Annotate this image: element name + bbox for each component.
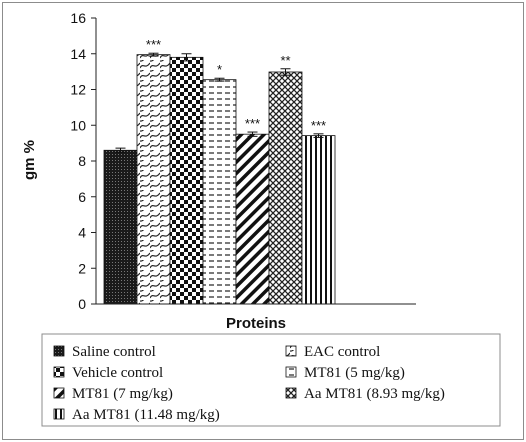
error-bar bbox=[280, 68, 291, 76]
error-bar bbox=[214, 77, 225, 82]
bar bbox=[301, 135, 336, 305]
significance-label: *** bbox=[146, 37, 161, 52]
significance-label: ** bbox=[280, 53, 290, 68]
error-bar bbox=[148, 52, 159, 57]
y-tick-label: 6 bbox=[78, 189, 86, 205]
bar bbox=[235, 133, 270, 305]
error-bar bbox=[313, 133, 324, 138]
significance-label: *** bbox=[245, 116, 260, 131]
error-bar bbox=[181, 53, 192, 62]
error-bar bbox=[115, 147, 126, 153]
significance-label: * bbox=[217, 62, 222, 77]
legend-swatch bbox=[285, 387, 297, 399]
y-axis-title: gm % bbox=[21, 140, 38, 180]
bar bbox=[136, 54, 171, 305]
y-tick-label: 4 bbox=[78, 225, 86, 241]
y-tick-label: 14 bbox=[70, 46, 86, 62]
legend-swatch bbox=[53, 366, 65, 378]
legend: Saline control EAC control Vehicle control… bbox=[53, 344, 445, 423]
legend-label: Aa MT81 (11.48 mg/kg) bbox=[72, 407, 220, 423]
bar bbox=[202, 79, 237, 305]
legend-swatch bbox=[53, 387, 65, 399]
bar bbox=[268, 71, 303, 305]
bar bbox=[103, 149, 138, 305]
x-axis-title: Proteins bbox=[226, 315, 286, 332]
legend-swatch bbox=[285, 345, 297, 357]
y-axis-ticks: 0 2 4 6 8 10 12 14 16 bbox=[70, 10, 96, 312]
legend-label: Vehicle control bbox=[72, 365, 163, 381]
legend-swatch bbox=[285, 366, 297, 378]
legend-label: Saline control bbox=[72, 344, 156, 360]
legend-box bbox=[41, 333, 501, 427]
y-tick-label: 8 bbox=[78, 153, 86, 169]
y-tick-label: 12 bbox=[70, 82, 86, 98]
y-tick-label: 16 bbox=[70, 10, 86, 26]
legend-label: EAC control bbox=[304, 344, 380, 360]
legend-label: Aa MT81 (8.93 mg/kg) bbox=[304, 386, 445, 402]
legend-label: MT81 (5 mg/kg) bbox=[304, 365, 405, 381]
bars-group: ************ bbox=[103, 37, 336, 305]
error-bar bbox=[247, 131, 258, 137]
legend-swatch bbox=[53, 408, 65, 420]
y-tick-label: 2 bbox=[78, 260, 86, 276]
significance-label: *** bbox=[311, 118, 326, 133]
legend-swatch bbox=[53, 345, 65, 357]
bar bbox=[169, 56, 204, 305]
legend-label: MT81 (7 mg/kg) bbox=[72, 386, 173, 402]
y-tick-label: 10 bbox=[70, 117, 86, 133]
y-tick-label: 0 bbox=[78, 296, 86, 312]
